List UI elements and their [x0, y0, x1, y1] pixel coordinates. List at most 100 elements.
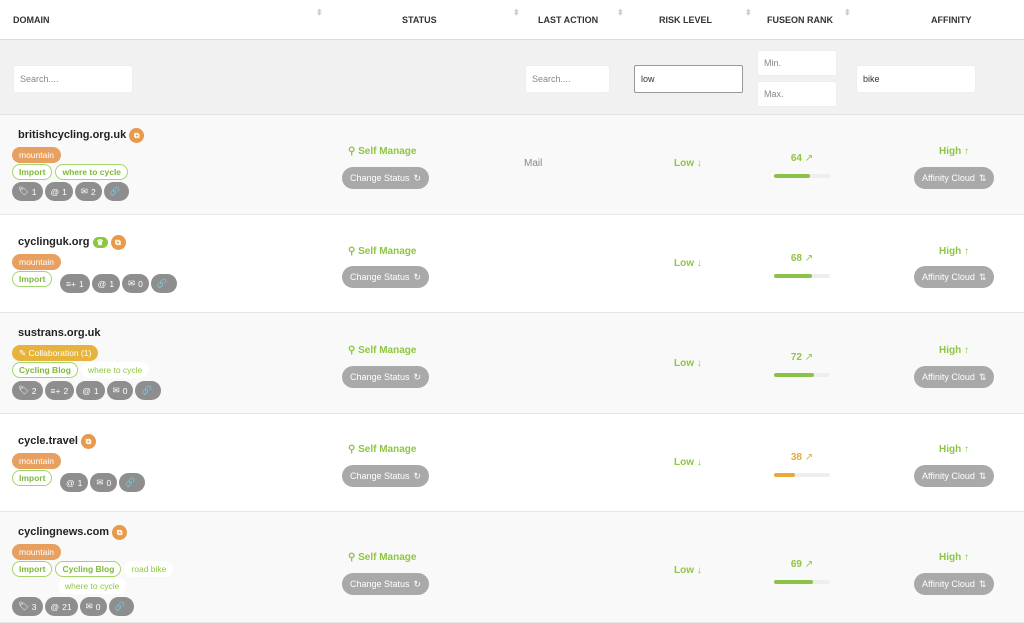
playlist-add-icon: ≡+ — [66, 278, 76, 289]
tag[interactable]: mountain — [12, 147, 61, 163]
stat-pills: ≡+ 1 @1 ✉ 0 🔗 — [60, 274, 177, 293]
tag-icon: 🏷 — [18, 601, 29, 611]
tag[interactable]: Import — [12, 271, 53, 287]
header-status[interactable]: STATUS — [402, 14, 437, 25]
stat-pill[interactable]: 🔗 — [135, 381, 162, 400]
header-fuseon-rank[interactable]: FUSEON RANK — [767, 14, 834, 25]
rank-min-input[interactable] — [757, 50, 837, 76]
tag-icon: 🏷 — [18, 385, 29, 395]
status-label: ⚲ Self Manage — [348, 444, 417, 455]
monitor-share-icon[interactable]: ⧉ — [129, 128, 145, 143]
fuseon-rank: 64 ↗ — [790, 153, 814, 164]
affinity-level: High ↑ — [939, 345, 969, 356]
tag[interactable]: mountain — [12, 544, 61, 560]
stat-pill[interactable]: ✉ 0 — [90, 473, 118, 492]
rank-max-input[interactable] — [757, 81, 837, 107]
change-status-button[interactable]: Change Status ↻ — [342, 573, 430, 595]
tag-list: where to cycle — [58, 578, 127, 594]
link-icon: 🔗 — [114, 601, 126, 611]
sort-az-icon: ⇅ — [978, 371, 987, 382]
tag[interactable]: Cycling Blog — [55, 561, 122, 577]
stat-pill[interactable]: ✉ 2 — [74, 182, 102, 201]
header-domain[interactable]: DOMAIN — [13, 14, 50, 25]
last-action-search-input[interactable] — [525, 65, 610, 93]
rank-bar-fill — [774, 274, 813, 278]
fuseon-rank: 68 ↗ — [790, 253, 814, 264]
sort-icon[interactable]: ⬍ — [745, 8, 752, 17]
link-icon: 🔗 — [109, 186, 121, 196]
tag[interactable]: Import — [12, 470, 53, 486]
tag[interactable]: Import — [12, 561, 53, 577]
affinity-input[interactable] — [856, 65, 976, 93]
sort-az-icon: ⇅ — [978, 578, 987, 589]
tag[interactable]: mountain — [12, 254, 61, 270]
affinity-cloud-button[interactable]: Affinity Cloud ⇅ — [914, 266, 995, 288]
stat-pill[interactable]: ≡+ 2 — [44, 381, 75, 400]
sort-icon[interactable]: ⬍ — [316, 8, 323, 17]
sort-icon[interactable]: ⬍ — [513, 8, 520, 17]
domain-name[interactable]: cyclingnews.com — [18, 526, 110, 538]
affinity-cloud-button[interactable]: Affinity Cloud ⇅ — [914, 465, 995, 487]
domain-name[interactable]: cyclinguk.org — [18, 236, 90, 248]
monitor-share-icon[interactable]: ⧉ — [112, 525, 128, 540]
stat-pill[interactable]: 🔗 — [150, 274, 177, 293]
tag[interactable]: where to cycle — [80, 362, 150, 378]
change-status-button[interactable]: Change Status ↻ — [342, 366, 430, 388]
stat-pill[interactable]: 🏷 3 — [12, 597, 43, 616]
trending-up-icon: ↗ — [804, 253, 814, 264]
stat-pill[interactable]: ≡+ 1 — [60, 274, 90, 293]
table-row: sustrans.org.uk ✎ Collaboration (1) Cyclin… — [0, 313, 1024, 414]
tag-icon: 🏷 — [18, 186, 29, 196]
stat-pill[interactable]: 🔗 — [103, 182, 130, 201]
trophy-icon[interactable]: ♛ — [92, 237, 108, 248]
rank-bar-fill — [774, 580, 813, 584]
stat-pill[interactable]: ✉ 0 — [106, 381, 134, 400]
tag[interactable]: mountain — [12, 453, 61, 469]
sort-icon[interactable]: ⬍ — [617, 8, 624, 17]
domain-search-input[interactable] — [13, 65, 133, 93]
table-row: cyclinguk.org ♛ ⧉ mountain Import ≡+ 1 @1 ✉ 0 🔗 ⚲ S… — [0, 215, 1024, 313]
sort-icon[interactable]: ⬍ — [844, 8, 851, 17]
at-icon: @ — [97, 278, 107, 289]
affinity-level: High ↑ — [939, 444, 969, 455]
affinity-cloud-button[interactable]: Affinity Cloud ⇅ — [914, 366, 995, 388]
stat-pill[interactable]: @1 — [60, 473, 89, 492]
domain-name[interactable]: sustrans.org.uk — [18, 327, 101, 339]
change-status-button[interactable]: Change Status ↻ — [342, 465, 430, 487]
stat-pill[interactable]: ✉ 0 — [122, 274, 149, 293]
risk-level-input[interactable] — [634, 65, 743, 93]
stat-pill[interactable]: 🏷 2 — [12, 381, 43, 400]
header-risk-level[interactable]: RISK LEVEL — [659, 14, 713, 25]
tag[interactable]: Import — [12, 164, 53, 180]
tag-list: Import — [12, 470, 53, 486]
user-icon: ⚲ — [348, 246, 359, 257]
sort-az-icon: ⇅ — [978, 271, 987, 282]
stat-pill[interactable]: 🔗 — [119, 473, 145, 492]
header-last-action[interactable]: LAST ACTION — [538, 14, 599, 25]
stat-pill[interactable]: 🔗 — [108, 597, 135, 616]
monitor-share-icon[interactable]: ⧉ — [110, 235, 126, 250]
user-icon: ⚲ — [348, 345, 359, 356]
affinity-cloud-button[interactable]: Affinity Cloud ⇅ — [914, 573, 995, 595]
tag[interactable]: where to cycle — [55, 164, 129, 180]
affinity-cloud-button[interactable]: Affinity Cloud ⇅ — [914, 167, 995, 189]
stat-pill[interactable]: @1 — [91, 274, 121, 293]
stat-pill[interactable]: @1 — [76, 381, 105, 400]
stat-pill[interactable]: 🏷 1 — [12, 182, 43, 201]
domain-cell: sustrans.org.uk — [18, 326, 101, 341]
tag[interactable]: road bike — [124, 561, 174, 577]
change-status-button[interactable]: Change Status ↻ — [342, 167, 430, 189]
domain-cell: cyclingnews.com ⧉ — [18, 525, 128, 540]
tag[interactable]: ✎ Collaboration (1) — [12, 345, 99, 361]
monitor-share-icon[interactable]: ⧉ — [80, 434, 96, 449]
domain-name[interactable]: britishcycling.org.uk — [18, 129, 127, 141]
stat-pill[interactable]: @1 — [44, 182, 73, 201]
tag[interactable]: Cycling Blog — [12, 362, 78, 378]
header-affinity[interactable]: AFFINITY — [931, 14, 972, 25]
stat-pill[interactable]: ✉ 0 — [79, 597, 107, 616]
refresh-icon: ↻ — [413, 271, 422, 282]
domain-name[interactable]: cycle.travel — [18, 435, 78, 447]
change-status-button[interactable]: Change Status ↻ — [342, 266, 430, 288]
stat-pill[interactable]: @21 — [44, 597, 78, 616]
tag[interactable]: where to cycle — [58, 578, 127, 594]
